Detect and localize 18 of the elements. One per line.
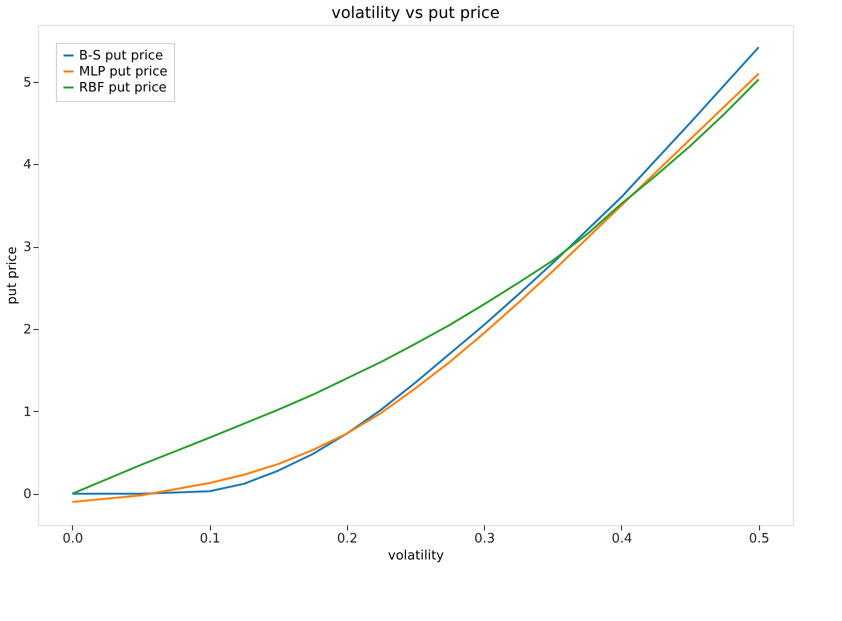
x-tick-label: 0.4 bbox=[612, 532, 632, 546]
legend-label: B-S put price bbox=[79, 48, 164, 64]
y-tick-label: 4 bbox=[23, 158, 32, 173]
x-tick-label: 0.5 bbox=[748, 532, 770, 546]
y-tick-label: 1 bbox=[23, 404, 32, 420]
x-axis-title: volatility bbox=[388, 548, 444, 564]
x-tick-label: 0.2 bbox=[337, 532, 358, 546]
x-tick-label: 0.1 bbox=[200, 532, 220, 546]
y-axis-title: put price bbox=[5, 246, 20, 305]
y-tick-label: 2 bbox=[23, 322, 32, 338]
y-tick-label: 3 bbox=[23, 240, 32, 256]
legend-label: RBF put price bbox=[79, 80, 167, 96]
chart-title: volatility vs put price bbox=[331, 3, 500, 22]
legend-label: MLP put price bbox=[79, 64, 168, 80]
y-tick-label: 0 bbox=[23, 487, 32, 502]
x-tick-label: 0.0 bbox=[62, 532, 84, 546]
y-tick-label: 5 bbox=[23, 75, 32, 90]
x-tick-label: 0.3 bbox=[474, 532, 495, 546]
